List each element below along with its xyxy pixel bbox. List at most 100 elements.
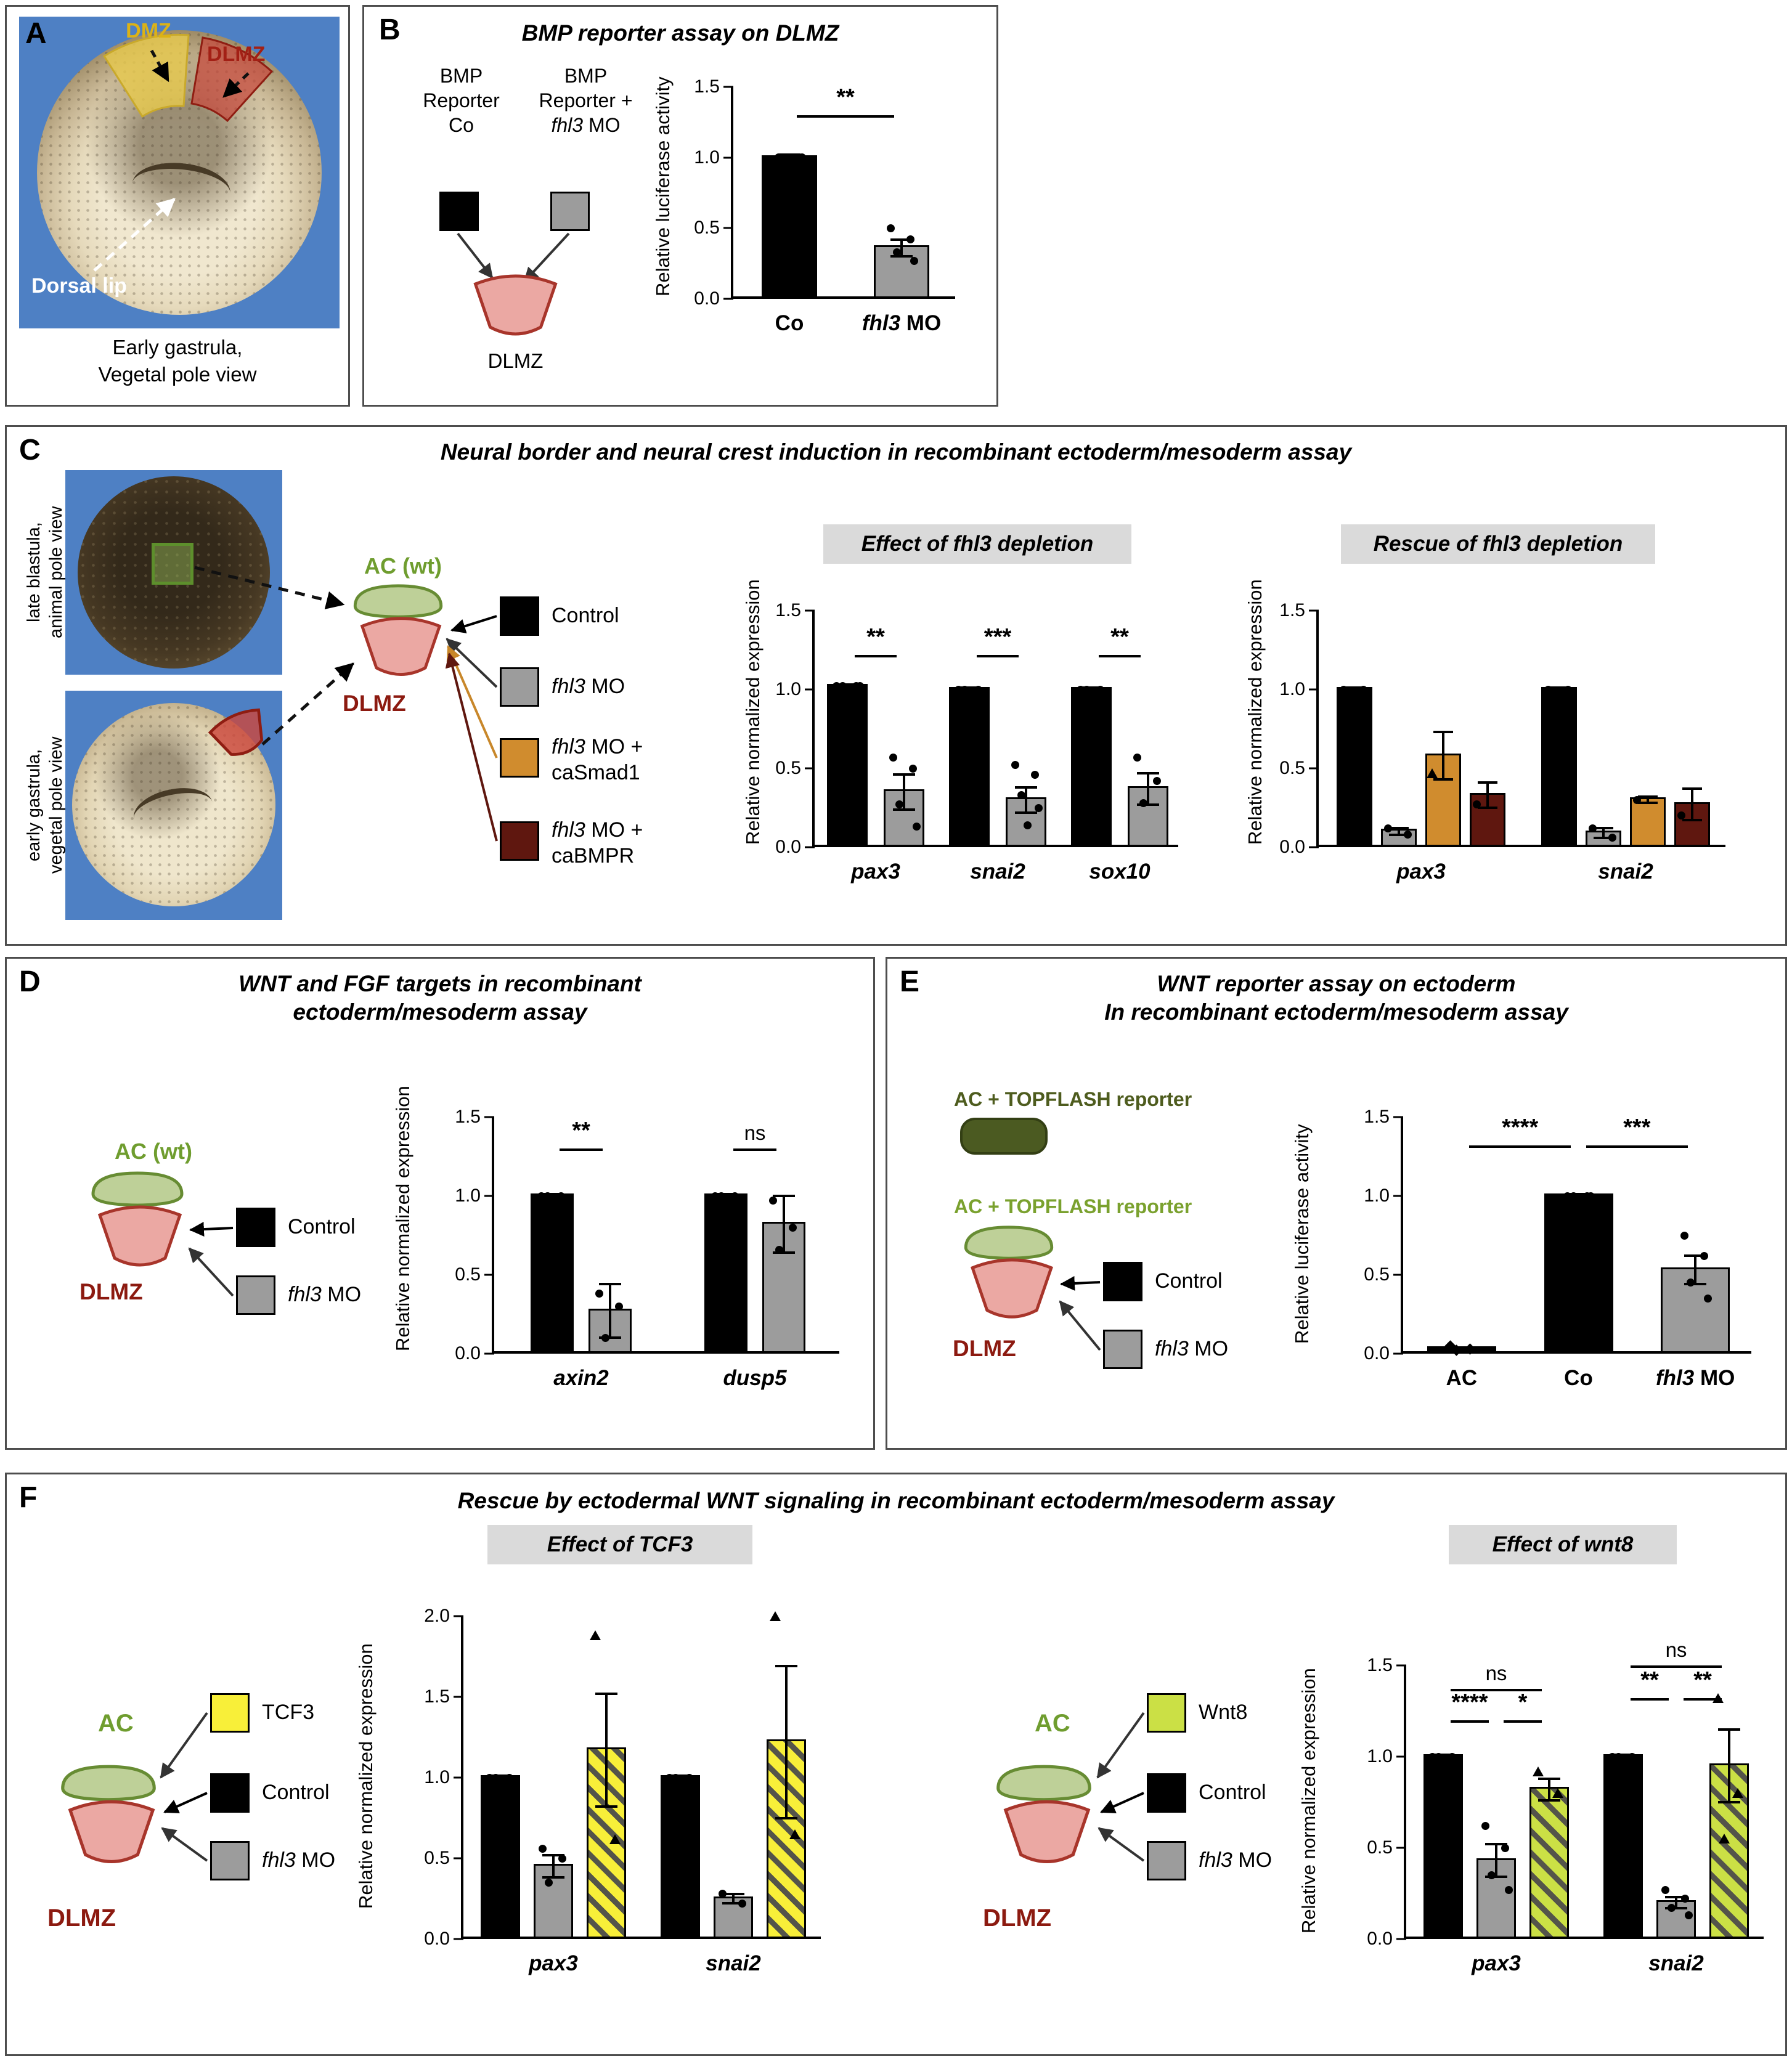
text-segment: BMP — [564, 65, 608, 87]
panel-f: F Rescue by ectodermal WNT signaling in … — [5, 1473, 1787, 2056]
text-segment: snai2 — [970, 860, 1025, 884]
y-tick-label: 1.5 — [694, 76, 720, 97]
text-segment: dusp5 — [723, 1366, 787, 1390]
data-point — [1383, 824, 1392, 832]
y-tick-mark — [1396, 1938, 1406, 1940]
ac-region-square — [152, 543, 193, 585]
data-point — [1570, 1192, 1578, 1200]
arrow-fhl3mo-left — [161, 1827, 208, 1862]
y-tick-label: 1.0 — [455, 1185, 481, 1206]
condition-1-line: Co — [410, 113, 512, 137]
text-segment: Reporter — [423, 89, 500, 112]
error-bar — [1495, 1844, 1497, 1877]
arrow-control — [450, 615, 497, 633]
chart-wnt-reporter: Relative luciferase activity 0.0 0.5 1.0 1.… — [1291, 1067, 1778, 1439]
error-bar — [1442, 732, 1444, 779]
chart-title: Rescue of fhl3 depletion — [1341, 524, 1655, 564]
error-bar — [968, 688, 971, 691]
legend-label-control: Control — [1199, 1781, 1266, 1805]
error-bar-cap — [1478, 781, 1497, 784]
error-bar-cap — [1682, 819, 1702, 822]
error-bar — [900, 239, 903, 257]
data-point — [1487, 1871, 1496, 1879]
y-tick-mark — [1309, 846, 1319, 848]
ac-explant-shape — [349, 582, 447, 620]
panel-letter: B — [379, 14, 401, 46]
text-segment: MO — [1188, 1337, 1229, 1360]
panel-title: Rescue by ectodermal WNT signaling in re… — [457, 1488, 1335, 1513]
error-bar-cap — [599, 1336, 621, 1339]
y-tick-mark — [454, 1857, 463, 1860]
text-segment: fhl3 — [861, 311, 901, 335]
y-tick-label: 0.5 — [455, 1264, 481, 1285]
condition-1: BMP Reporter Co — [410, 63, 512, 137]
data-point — [1427, 768, 1438, 778]
bar-gray — [534, 1864, 573, 1937]
error-bar — [788, 155, 791, 161]
y-axis-label: Relative normalized expression — [355, 1643, 377, 1909]
y-tick-mark — [484, 1352, 494, 1355]
text-segment: Co — [1564, 1366, 1593, 1390]
data-point — [838, 682, 847, 691]
error-bar — [499, 1776, 502, 1779]
ac-label: AC (wt) — [364, 553, 442, 579]
error-bar-cap — [1684, 1254, 1707, 1258]
data-point — [1139, 799, 1147, 807]
ac-label-left: AC — [98, 1710, 134, 1737]
chart-title: Effect of wnt8 — [1449, 1525, 1677, 1564]
error-bar — [903, 774, 905, 810]
data-point — [775, 1245, 783, 1254]
chart-wnt-fgf-targets: Relative normalized expression 0.0 0.5 1.0… — [392, 1067, 870, 1439]
significance-label: ** — [1640, 1667, 1659, 1694]
legend-swatch-control — [500, 596, 539, 636]
legend-swatch-fhl3mo — [1147, 1841, 1186, 1880]
legend-swatch-control — [1147, 1773, 1186, 1813]
text-segment: MO + — [585, 818, 643, 842]
data-point — [1448, 1752, 1456, 1761]
y-tick-mark — [1396, 1664, 1406, 1667]
significance-label: * — [1518, 1689, 1528, 1715]
error-bar-cap — [595, 1805, 617, 1808]
data-point — [1096, 685, 1104, 694]
y-tick-label: 0.5 — [1367, 1837, 1393, 1858]
panel-letter: A — [25, 17, 47, 50]
y-tick-label: 0.5 — [424, 1848, 450, 1868]
panel-a: A DMZ DLMZ Dorsal lip Early gastrula, Ve… — [5, 5, 350, 407]
y-tick-label: 0.5 — [775, 758, 801, 778]
data-point — [595, 1290, 603, 1298]
error-bar — [846, 685, 849, 688]
error-bar-cap — [1594, 827, 1613, 830]
photo2-caption: early gastrula, vegetal pole view — [23, 691, 67, 920]
arrow-control-right — [1100, 1792, 1144, 1813]
data-point — [1587, 1192, 1595, 1200]
error-bar-cap — [542, 1876, 564, 1879]
text-segment: BMP — [439, 65, 483, 87]
data-point — [1680, 1895, 1689, 1903]
plot-area: 0.0 0.5 1.0 1.5 pax3 snai2 sox10 ** *** ** — [775, 600, 1178, 884]
data-point — [797, 153, 806, 162]
y-axis-label: Relative normalized expression — [742, 579, 764, 845]
chart-effect-of-tcf3: Effect of TCF3 Relative normalized expre… — [349, 1525, 851, 2036]
data-point — [590, 1630, 601, 1641]
error-bar — [785, 1666, 788, 1818]
significance-label: ** — [1693, 1667, 1712, 1694]
data-point — [718, 1890, 727, 1898]
plot-area: 0.0 0.5 1.0 1.5 Co fhl3 MO ** — [694, 76, 955, 335]
condition-1-line: BMP — [410, 63, 512, 88]
error-bar-cap — [541, 1196, 563, 1199]
error-bar-cap — [836, 686, 858, 689]
x-axis-category: fhl3 MO — [862, 311, 941, 336]
y-tick-mark — [805, 767, 815, 770]
panel-title-line2: In recombinant ectoderm/mesoderm assay — [1104, 999, 1568, 1025]
data-point — [892, 248, 901, 256]
significance-line — [855, 654, 897, 657]
error-bar — [783, 1196, 785, 1253]
significance-label: ** — [572, 1118, 590, 1144]
y-tick-mark — [1309, 767, 1319, 770]
x-axis-category: snai2 — [970, 860, 1025, 884]
data-point — [1472, 800, 1481, 809]
text-segment: caSmad1 — [552, 761, 640, 784]
ac-explant-shape — [86, 1169, 189, 1209]
data-point — [906, 235, 914, 244]
significance-line — [1504, 1720, 1542, 1723]
